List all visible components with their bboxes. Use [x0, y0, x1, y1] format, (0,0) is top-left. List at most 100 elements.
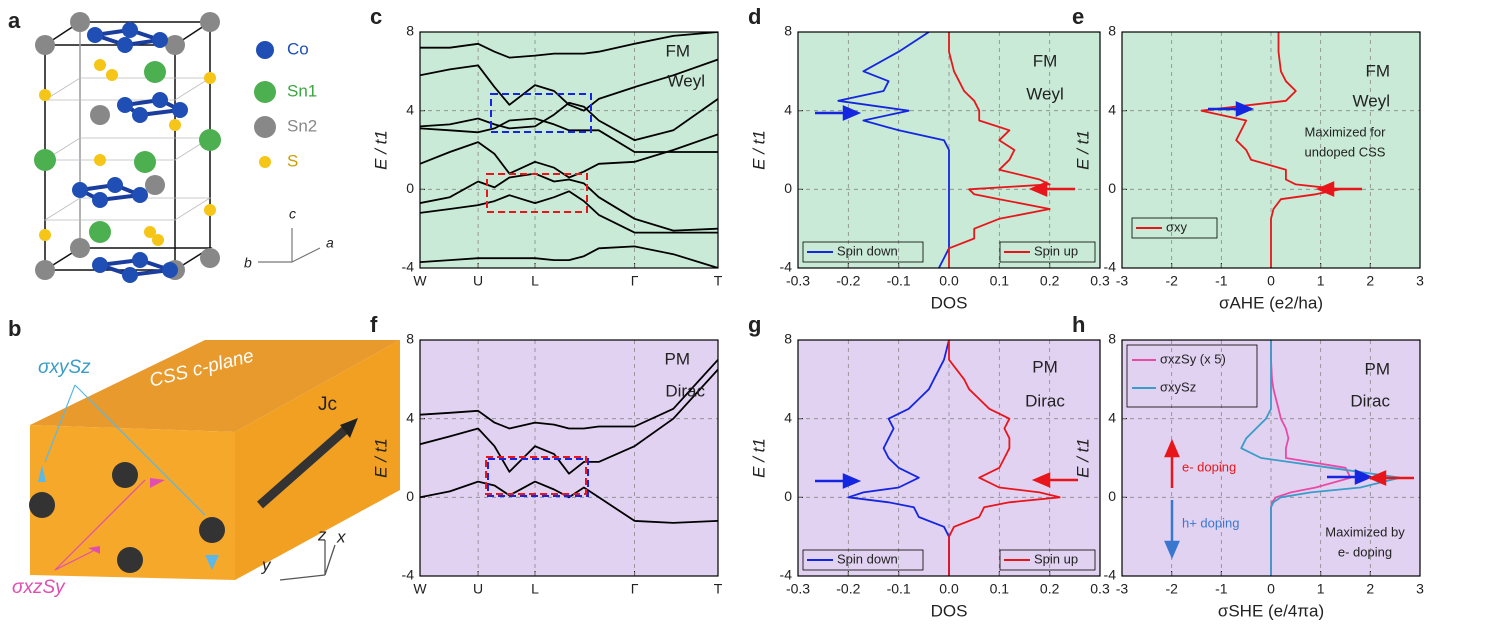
axis-letter: z [317, 525, 327, 544]
x-tick-label: U [473, 273, 483, 289]
legend-label: σxySz [1160, 379, 1196, 394]
series-line [1240, 340, 1401, 576]
css-slab [29, 340, 400, 581]
series-line [420, 359, 718, 430]
atoms [34, 12, 321, 283]
annotation: Weyl [1353, 91, 1390, 110]
y-tick-label: -4 [780, 259, 793, 275]
series-group [1200, 32, 1342, 268]
annotation: undoped CSS [1305, 144, 1386, 159]
x-tick-label: 0.2 [1040, 581, 1060, 597]
y-tick-label: 4 [406, 101, 414, 117]
annotation: e- doping [1338, 544, 1392, 559]
x-tick-label: 2 [1366, 581, 1374, 597]
y-axis-label: E / t1 [749, 130, 768, 170]
series-line [420, 368, 718, 475]
annotation: PM [1365, 359, 1391, 378]
y-tick-label: 0 [1108, 488, 1116, 504]
series-line [420, 32, 718, 59]
sigma-label: σxzSy [12, 577, 66, 598]
x-tick-label: 1 [1317, 581, 1325, 597]
plot-frame [1121, 31, 1421, 269]
annotation: Dirac [1025, 391, 1065, 410]
x-tick-label: -0.1 [887, 273, 911, 289]
x-axis-label: DOS [931, 601, 968, 620]
y-tick-label: 4 [1108, 101, 1116, 117]
y-axis-label: E / t1 [1073, 438, 1092, 478]
plot-frame [797, 31, 1101, 269]
y-tick-label: 8 [1108, 23, 1116, 39]
y-axis-label: E / t1 [749, 438, 768, 478]
annotation: FM [1033, 51, 1058, 70]
y-tick-label: 0 [784, 180, 792, 196]
annotation: e- doping [1182, 459, 1236, 474]
axis-letter: b [244, 255, 252, 271]
panel-label: a [8, 8, 21, 33]
x-tick-label: 3 [1416, 581, 1424, 597]
series-line [837, 32, 950, 268]
x-axis-label: σAHE (e2/ha) [1219, 293, 1323, 312]
plot-frame [1121, 339, 1421, 577]
y-tick-label: 8 [406, 23, 414, 39]
y-tick-label: 4 [784, 409, 792, 425]
legend-label: S [287, 151, 298, 170]
x-tick-label: -3 [1116, 581, 1129, 597]
x-tick-label: 2 [1366, 273, 1374, 289]
series-line [420, 117, 718, 153]
x-tick-label: 0.1 [990, 581, 1010, 597]
annotation: FM [665, 41, 690, 60]
charts: c E / t1 -4 0 4 8 W U L Γ T FM Weyl d E / t1 DOS -4 0 4 8 -0… [370, 4, 1424, 621]
x-tick-label: -0.3 [786, 273, 810, 289]
x-tick-label: -0.2 [836, 581, 860, 597]
x-tick-label: -1 [1215, 581, 1228, 597]
x-tick-label: -0.1 [887, 581, 911, 597]
legend-box [1126, 344, 1258, 408]
legend-label: Spin down [837, 243, 898, 258]
x-tick-label: T [714, 581, 723, 597]
series-line [1200, 32, 1342, 268]
panel-label: e [1072, 4, 1084, 29]
panel-label: f [370, 312, 378, 337]
legend-box [1131, 217, 1218, 239]
x-tick-label: 0.3 [1090, 581, 1110, 597]
annotation: Dirac [665, 381, 705, 400]
x-tick-label: T [714, 273, 723, 289]
y-tick-label: 4 [1108, 409, 1116, 425]
y-tick-label: -4 [402, 259, 415, 275]
x-tick-label: W [413, 273, 427, 289]
plot-frame [419, 339, 719, 577]
legend-label: σxzSy (x 5) [1160, 351, 1226, 366]
y-tick-label: 0 [406, 488, 414, 504]
x-tick-label: -3 [1116, 273, 1129, 289]
x-tick-label: 0 [1267, 273, 1275, 289]
series-line [948, 32, 1051, 268]
legend-label: Spin up [1034, 551, 1078, 566]
y-tick-label: 0 [1108, 180, 1116, 196]
y-tick-label: -4 [1104, 259, 1117, 275]
y-tick-label: 0 [406, 180, 414, 196]
y-tick-label: -4 [402, 567, 415, 583]
annotation: Weyl [668, 71, 705, 90]
annotation: Dirac [1350, 391, 1390, 410]
x-tick-label: L [531, 273, 539, 289]
arrows [815, 101, 1414, 560]
legend-label: Spin down [837, 551, 898, 566]
legend-box [802, 241, 924, 263]
sigma-label: σxySz [38, 357, 91, 378]
x-tick-label: 0.3 [1090, 273, 1110, 289]
x-tick-label: 0.2 [1040, 273, 1060, 289]
panel-label: g [748, 312, 761, 337]
series-line [948, 340, 1061, 576]
annotation: Weyl [1026, 84, 1063, 103]
series-group [1240, 340, 1401, 576]
x-tick-label: -0.2 [836, 273, 860, 289]
x-tick-label: W [413, 581, 427, 597]
legend-label: Sn2 [287, 116, 317, 135]
annotation: Maximized by [1325, 524, 1405, 539]
panel-label: b [8, 316, 21, 341]
x-tick-label: 0 [1267, 581, 1275, 597]
x-tick-label: 3 [1416, 273, 1424, 289]
x-tick-label: -0.3 [786, 581, 810, 597]
crystal [42, 21, 213, 278]
